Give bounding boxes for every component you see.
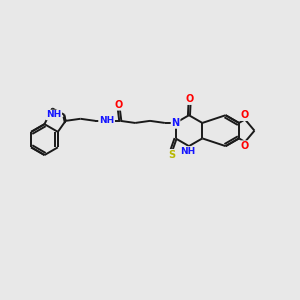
Text: S: S [168, 150, 175, 160]
Text: O: O [115, 100, 123, 110]
Text: N: N [172, 118, 180, 128]
Text: O: O [241, 110, 249, 120]
Text: NH: NH [180, 147, 195, 156]
Text: NH: NH [99, 116, 114, 125]
Text: O: O [241, 141, 249, 151]
Text: O: O [185, 94, 194, 104]
Text: NH: NH [46, 110, 61, 119]
